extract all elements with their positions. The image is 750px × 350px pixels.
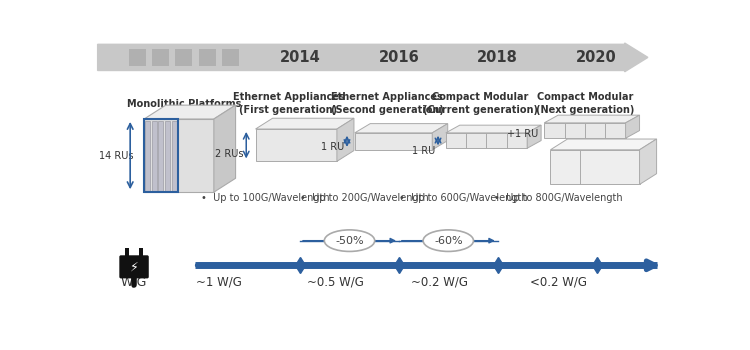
Text: 2014: 2014 [280, 50, 320, 65]
Bar [152, 120, 157, 191]
Ellipse shape [423, 230, 473, 251]
Bar [172, 120, 177, 191]
Text: ~0.2 W/G: ~0.2 W/G [411, 276, 468, 289]
Text: 14 RUs: 14 RUs [99, 150, 134, 161]
Polygon shape [144, 105, 236, 119]
Ellipse shape [324, 230, 375, 251]
Polygon shape [432, 124, 448, 150]
Bar [152, 49, 169, 66]
Text: 2 RUs: 2 RUs [215, 149, 244, 159]
Text: Ethernet Appliances
(First generation): Ethernet Appliances (First generation) [232, 92, 344, 115]
Bar [145, 120, 150, 191]
Polygon shape [355, 124, 448, 133]
Text: 2020: 2020 [576, 50, 617, 65]
Bar [544, 123, 626, 138]
Bar [176, 49, 192, 66]
Polygon shape [337, 118, 354, 161]
Polygon shape [446, 125, 541, 133]
Text: ~1 W/G: ~1 W/G [196, 276, 242, 289]
Text: W/G: W/G [121, 276, 147, 289]
Text: •  Up to 800G/Wavelength: • Up to 800G/Wavelength [494, 193, 623, 203]
Bar [165, 120, 170, 191]
Bar [144, 119, 178, 192]
FancyArrow shape [98, 43, 648, 72]
Polygon shape [626, 115, 640, 138]
Polygon shape [550, 139, 656, 150]
Bar [446, 133, 527, 148]
Text: Compact Modular
(Next generation): Compact Modular (Next generation) [536, 92, 634, 115]
Bar [144, 119, 214, 192]
Text: -50%: -50% [335, 236, 364, 246]
Bar [550, 150, 640, 184]
Polygon shape [256, 118, 354, 129]
Polygon shape [527, 125, 541, 148]
FancyBboxPatch shape [119, 255, 148, 278]
Bar [199, 49, 215, 66]
Text: 2016: 2016 [379, 50, 419, 65]
Bar [158, 120, 164, 191]
Text: 1 RU: 1 RU [413, 146, 436, 156]
Text: 1 RU: 1 RU [322, 142, 345, 153]
Text: Compact Modular
(Current generation): Compact Modular (Current generation) [423, 92, 538, 115]
Text: Monolithic Platforms: Monolithic Platforms [127, 99, 241, 108]
Polygon shape [544, 115, 640, 123]
Bar [355, 133, 432, 150]
Text: •  Up to 200G/Wavelength: • Up to 200G/Wavelength [300, 193, 428, 203]
Bar [222, 49, 238, 66]
Text: •  Up to 600G/Wavelength: • Up to 600G/Wavelength [398, 193, 527, 203]
Text: -60%: -60% [434, 236, 463, 246]
Text: Ethernet Appliances
(Second generation): Ethernet Appliances (Second generation) [331, 92, 444, 115]
Text: <0.2 W/G: <0.2 W/G [530, 276, 587, 289]
Text: 2018: 2018 [477, 50, 518, 65]
Bar [129, 49, 146, 66]
Polygon shape [214, 105, 236, 192]
Bar [256, 129, 337, 161]
Text: ~0.5 W/G: ~0.5 W/G [307, 276, 364, 289]
Text: +1 RU: +1 RU [507, 130, 538, 139]
Bar [140, 247, 143, 257]
Text: ⚡: ⚡ [130, 260, 139, 273]
Polygon shape [640, 139, 656, 184]
Bar [124, 247, 129, 257]
Text: •  Up to 100G/Wavelength: • Up to 100G/Wavelength [201, 193, 329, 203]
